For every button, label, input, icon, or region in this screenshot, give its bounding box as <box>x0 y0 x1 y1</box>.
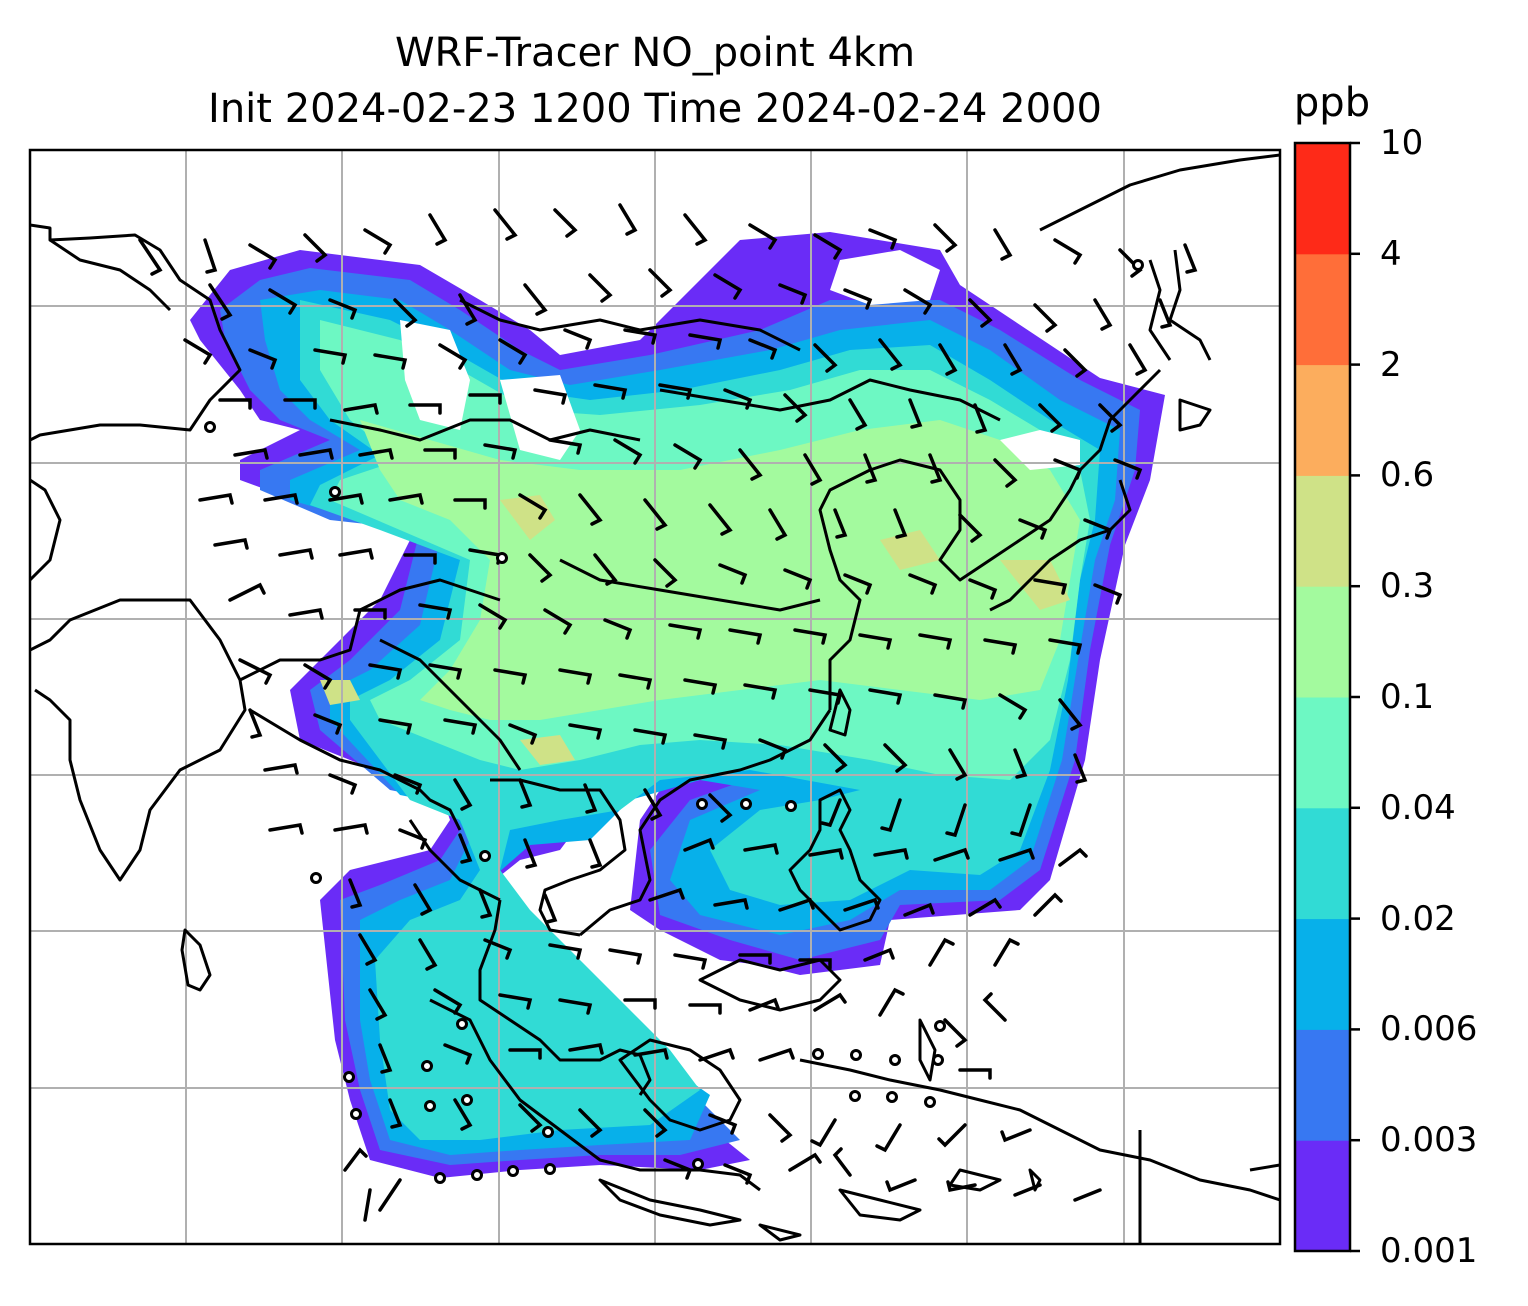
colorbar-segment <box>1295 1029 1350 1141</box>
colorbar-segment <box>1295 697 1350 809</box>
colorbar-segment <box>1295 807 1350 920</box>
colorbar-tick-label: 0.3 <box>1380 566 1435 607</box>
colorbar-segment <box>1295 1140 1350 1252</box>
colorbar-tick-label: 0.1 <box>1380 677 1435 717</box>
colorbar-segment <box>1295 253 1350 366</box>
colorbar <box>1293 141 1360 1253</box>
colorbar-tick-label: 4 <box>1380 233 1402 274</box>
calm-markers <box>204 259 1144 1184</box>
colorbar-tick-label: 0.04 <box>1380 787 1456 828</box>
plume-gap <box>400 250 1080 470</box>
colorbar-segment <box>1295 586 1350 698</box>
colorbar-tick-label: 0.6 <box>1380 455 1435 496</box>
map-frame <box>28 148 1282 1246</box>
colorbar-tick-label: 10 <box>1380 123 1424 163</box>
colorbar-tick-label: 2 <box>1380 344 1402 385</box>
colorbar-segment <box>1295 143 1350 255</box>
colorbar-tick-label: 0.006 <box>1380 1009 1478 1050</box>
colorbar-segment <box>1295 475 1350 587</box>
wind-barbs <box>138 203 1198 1222</box>
colorbar-tick-label: 0.02 <box>1380 898 1456 939</box>
map-title: WRF-Tracer NO_point 4km <box>394 30 916 76</box>
map-subtitle: Init 2024-02-23 1200 Time 2024-02-24 200… <box>208 86 1102 132</box>
colorbar-tick-label: 0.001 <box>1380 1231 1478 1271</box>
gridlines <box>30 150 1280 1244</box>
colorbar-tick-label: 0.003 <box>1380 1120 1478 1161</box>
colorbar-segment <box>1295 364 1350 476</box>
colorbar-segment <box>1295 918 1350 1030</box>
colorbar-unit-label: ppb <box>1293 80 1371 126</box>
